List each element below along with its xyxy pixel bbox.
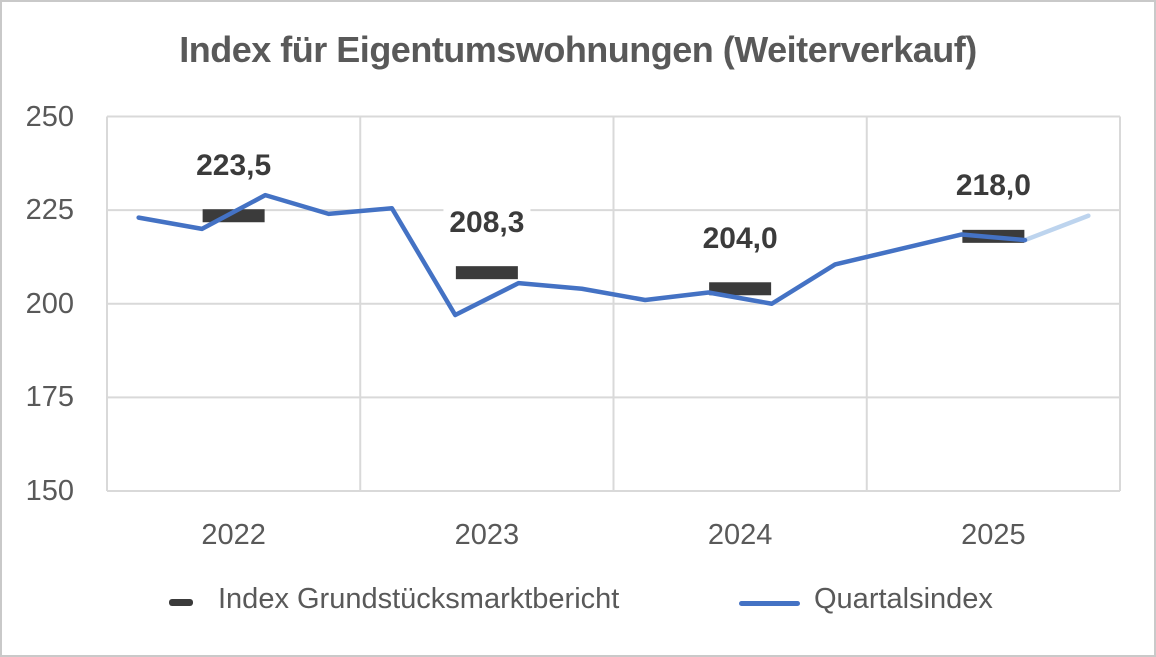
data-label: 223,5 [190, 148, 278, 182]
chart-title: Index für Eigentumswohnungen (Weiterverk… [179, 29, 977, 70]
x-axis-tick-label: 2024 [707, 519, 773, 551]
data-label: 208,3 [443, 205, 531, 239]
quartalsindex-line [136, 192, 1028, 318]
y-axis-tick-label: 150 [25, 475, 74, 507]
legend-label-grundstuecksmarktbericht: Index Grundstücksmarktbericht [218, 583, 620, 615]
quartalsindex-forecast-line [1022, 213, 1091, 243]
dash-marker [455, 266, 518, 280]
legend-dash-swatch-icon [169, 599, 193, 606]
y-axis-tick-label: 175 [25, 381, 74, 414]
x-axis-tick-label: 2022 [201, 519, 266, 551]
legend-line-swatch-icon [739, 601, 800, 606]
dash-marker [709, 282, 772, 296]
x-axis-tick-label: 2023 [454, 519, 520, 551]
y-axis-tick-label: 250 [25, 100, 74, 133]
y-axis-tick-label: 225 [25, 194, 74, 227]
legend-label-quartalsindex: Quartalsindex [814, 583, 993, 615]
data-label: 204,0 [696, 221, 784, 255]
y-axis-tick-label: 200 [25, 287, 74, 320]
x-axis-tick-label: 2025 [961, 519, 1026, 551]
data-label: 218,0 [949, 169, 1037, 203]
